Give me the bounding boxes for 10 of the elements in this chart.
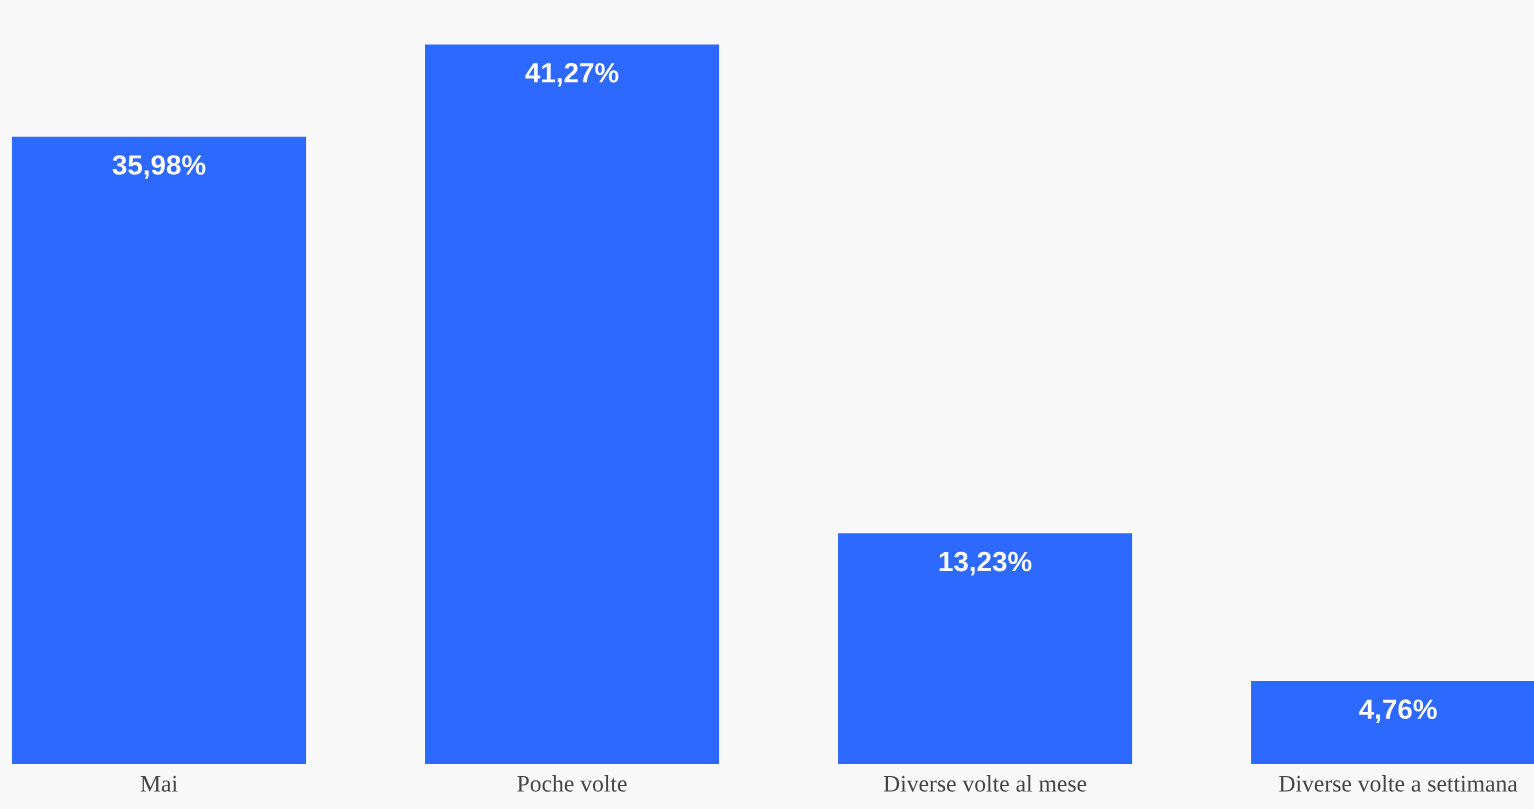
bar (425, 44, 720, 764)
x-tick-label: Mai (140, 775, 178, 792)
data-label: 4,76% (1359, 699, 1437, 724)
data-label: 13,23% (939, 551, 1032, 576)
data-label: 35,98% (112, 155, 206, 179)
bar (11, 136, 307, 764)
x-tick-label: Diverse volte a settimana (1279, 775, 1518, 792)
x-tick-label: Diverse volte al mese (883, 775, 1087, 792)
data-label: 41,27% (525, 62, 619, 87)
x-tick-label: Poche volte (517, 775, 627, 792)
